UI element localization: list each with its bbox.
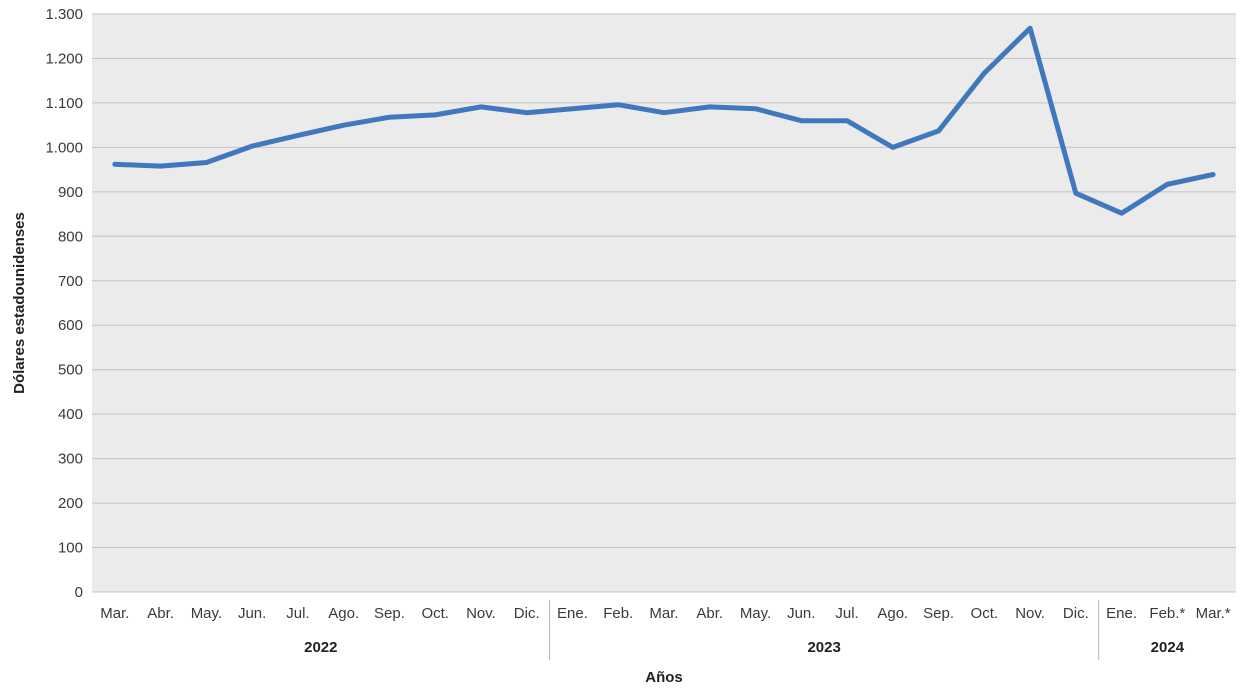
y-tick-label: 800	[58, 228, 83, 245]
y-axis-title: Dólares estadounidenses	[11, 212, 28, 394]
y-tick-label: 1.000	[45, 139, 83, 156]
x-tick-label: Jul.	[286, 605, 309, 622]
x-tick-label: Jun.	[238, 605, 266, 622]
x-tick-label: Jun.	[787, 605, 815, 622]
year-group-label: 2024	[1151, 639, 1185, 656]
x-tick-label: Sep.	[923, 605, 954, 622]
year-group-label: 2023	[807, 639, 840, 656]
x-tick-label: Feb.	[603, 605, 633, 622]
plot-area	[92, 14, 1236, 592]
x-tick-label: Mar.	[649, 605, 678, 622]
x-tick-label: Ago.	[328, 605, 359, 622]
y-tick-label: 400	[58, 406, 83, 423]
y-tick-label: 500	[58, 362, 83, 379]
y-tick-label: 0	[75, 584, 83, 601]
x-tick-label: Nov.	[1015, 605, 1045, 622]
x-tick-label: Dic.	[514, 605, 540, 622]
x-tick-label: Mar.*	[1196, 605, 1231, 622]
x-tick-label: May.	[740, 605, 771, 622]
x-tick-label: Oct.	[971, 605, 999, 622]
y-tick-label: 700	[58, 273, 83, 290]
series-line	[112, 25, 1216, 216]
y-tick-label: 600	[58, 317, 83, 334]
x-tick-label: Ago.	[877, 605, 908, 622]
x-tick-label: May.	[191, 605, 222, 622]
x-tick-label: Mar.	[100, 605, 129, 622]
y-tick-label: 1.200	[45, 50, 83, 67]
x-tick-label: Oct.	[421, 605, 449, 622]
gridlines	[92, 13, 1236, 593]
series-layer	[112, 25, 1216, 216]
x-axis-title: Años	[645, 669, 683, 686]
y-axis-ticks: 0 100 200 300 400 500 600 700 800 900 1.000 1.100 1.…	[45, 6, 83, 601]
y-tick-label: 1.300	[45, 6, 83, 23]
x-tick-label: Abr.	[147, 605, 174, 622]
x-axis-ticks: Mar. Abr. May. Jun. Jul. Ago. Sep. Oct. Nov. Dic.…	[100, 605, 1230, 622]
x-tick-label: Abr.	[696, 605, 723, 622]
y-tick-label: 900	[58, 184, 83, 201]
x-tick-label: Jul.	[835, 605, 858, 622]
x-tick-label: Dic.	[1063, 605, 1089, 622]
y-tick-label: 1.100	[45, 95, 83, 112]
x-tick-label: Sep.	[374, 605, 405, 622]
year-group-label: 2022	[304, 639, 337, 656]
x-tick-label: Ene.	[557, 605, 588, 622]
y-tick-label: 300	[58, 451, 83, 468]
year-groups: 2022 2023 2024	[304, 600, 1185, 660]
x-tick-label: Nov.	[466, 605, 496, 622]
x-tick-label: Ene.	[1106, 605, 1137, 622]
y-tick-label: 100	[58, 540, 83, 557]
y-tick-label: 200	[58, 495, 83, 512]
x-tick-label: Feb.*	[1149, 605, 1185, 622]
